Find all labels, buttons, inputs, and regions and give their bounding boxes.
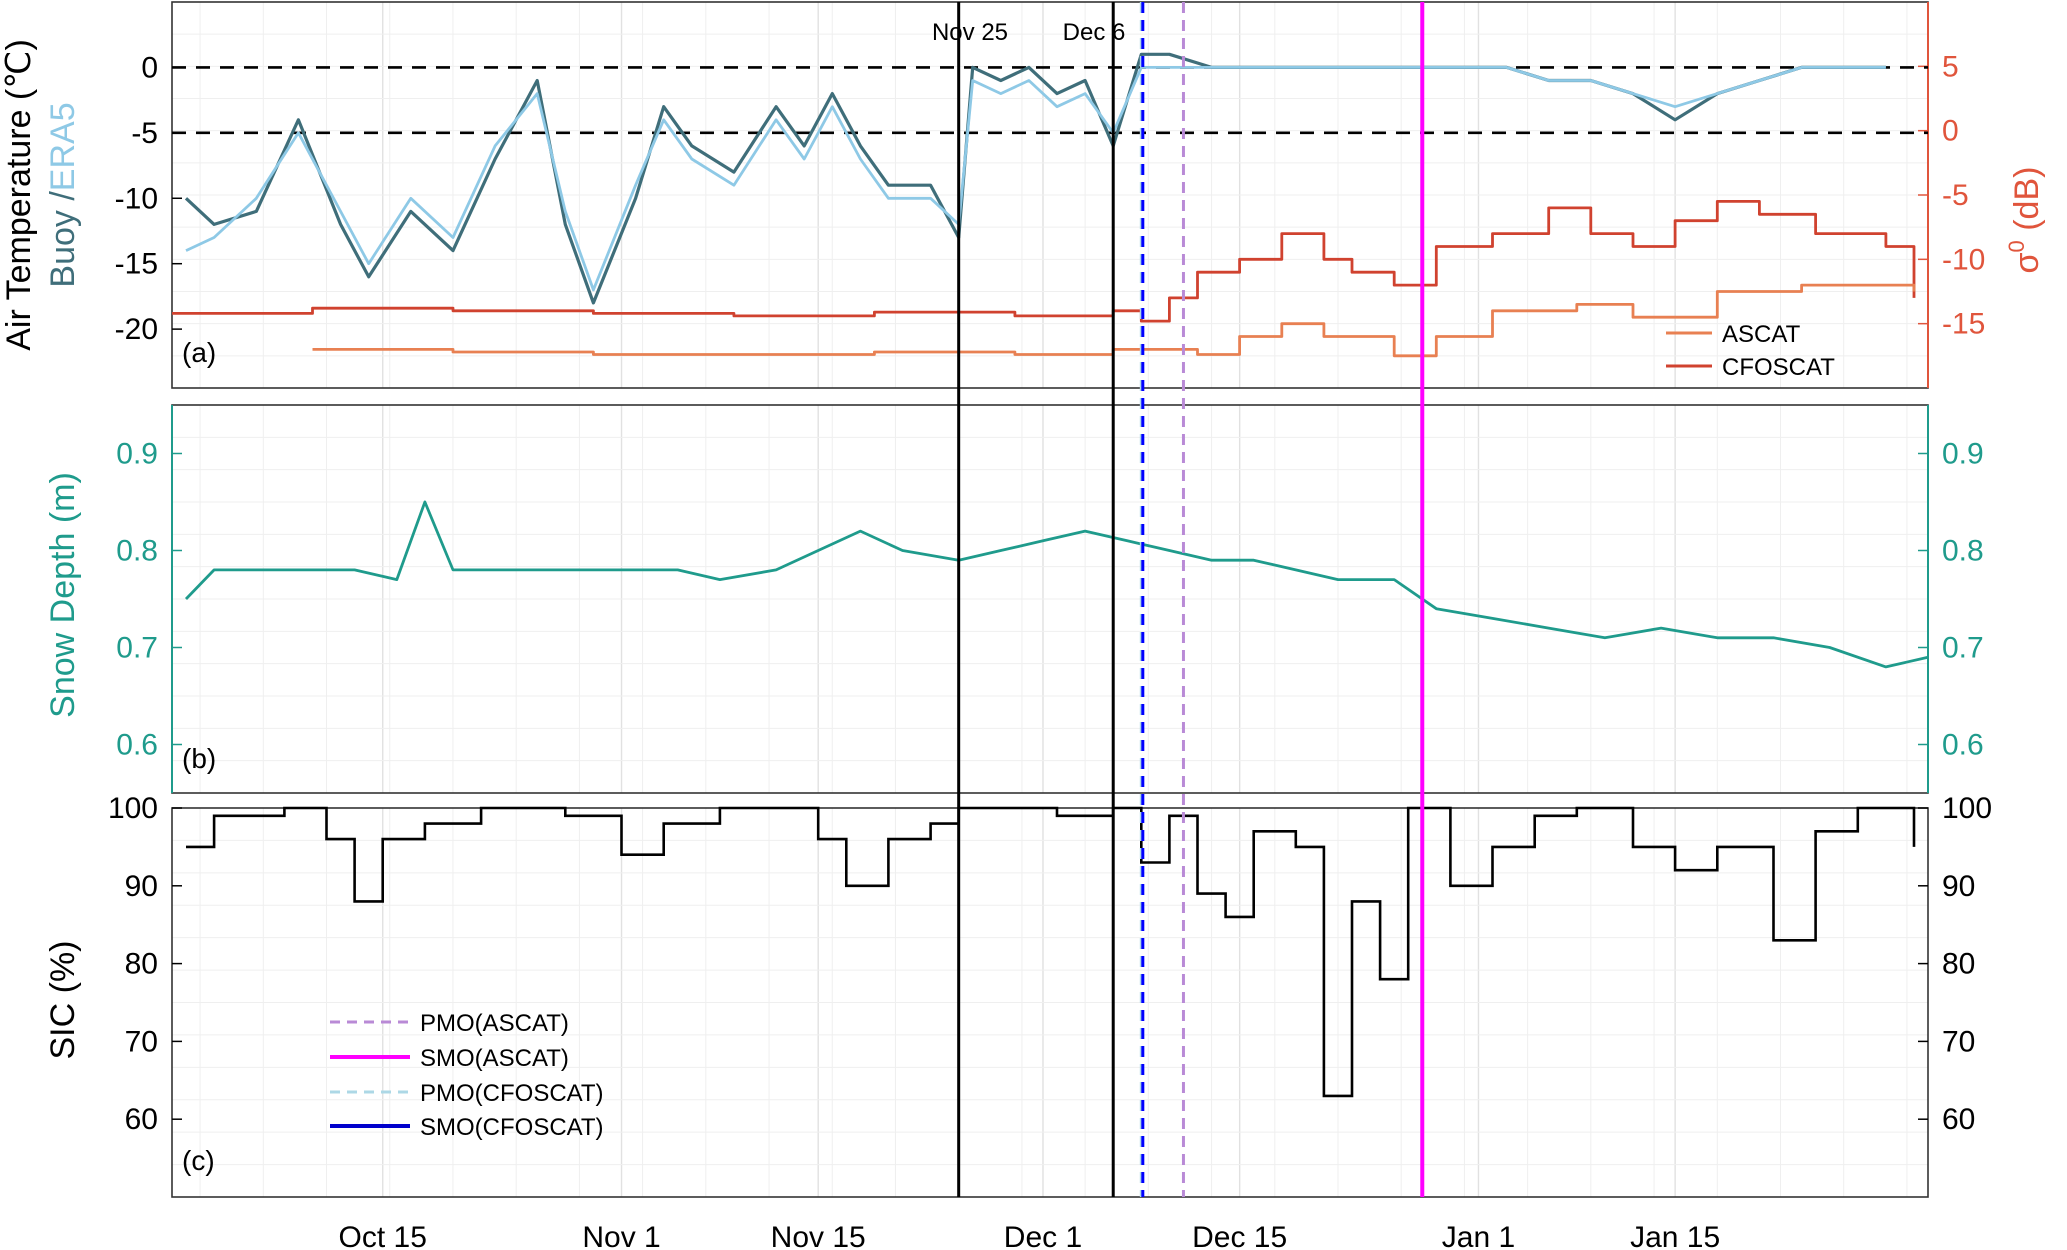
- series-line-snow-depth: [184, 500, 1929, 669]
- y-tick-label: 90: [125, 870, 158, 903]
- data-layer: [172, 52, 1929, 1098]
- y-tick-label: 0.6: [116, 729, 158, 762]
- y-tick-label-right: 0.6: [1942, 729, 1984, 762]
- y-tick-label-right: 100: [1942, 792, 1992, 825]
- x-tick-label: Oct 15: [339, 1221, 427, 1250]
- era5-label: ERA5: [44, 102, 82, 191]
- x-tick-label: Jan 1: [1442, 1221, 1515, 1250]
- y-tick-label-right: 90: [1942, 870, 1975, 903]
- axis-layer: 0 -5 -10 -15 -20 0.9 0.9 0.8 0.8 0.7 0.7 0.6 0.6 100 1…: [108, 1, 1992, 1250]
- y-tick-label: 0.9: [116, 438, 158, 471]
- y-tick-label-right: 0: [1942, 115, 1959, 148]
- panel-c-label: (c): [182, 1145, 215, 1176]
- sigma-unit: (dB): [2008, 167, 2046, 241]
- y-tick-label: 70: [125, 1025, 158, 1058]
- panel-b-label: (b): [182, 743, 216, 774]
- y-tick-label: -15: [115, 248, 158, 281]
- x-tick-label: Jan 15: [1630, 1221, 1720, 1250]
- y-tick-label-right: -15: [1942, 308, 1985, 341]
- legend-pmo-ascat-label: PMO(ASCAT): [420, 1010, 569, 1037]
- slash-label: /: [44, 191, 82, 210]
- y-tick-label: -10: [115, 182, 158, 215]
- buoy-label: Buoy: [44, 210, 82, 288]
- y-tick-label-right: -5: [1942, 179, 1969, 212]
- legend-ascat-label: ASCAT: [1722, 321, 1801, 348]
- panel-a-left-ylabel: Air Temperature (℃): [0, 39, 38, 351]
- y-tick-label-right: 80: [1942, 948, 1975, 981]
- legend-smo-ascat-label: SMO(ASCAT): [420, 1045, 569, 1072]
- x-tick-label: Dec 15: [1192, 1221, 1287, 1250]
- sigma0-label: σ0 (dB): [2004, 167, 2046, 274]
- legend-smo-cfoscat-label: SMO(CFOSCAT): [420, 1114, 604, 1141]
- legend-cfoscat-label: CFOSCAT: [1722, 354, 1835, 381]
- y-tick-label: -5: [131, 117, 158, 150]
- y-tick-label-right: 5: [1942, 50, 1959, 83]
- sigma-symbol: σ: [2008, 252, 2046, 273]
- series-line-sic: [186, 806, 1916, 1098]
- y-tick-label-right: 0.7: [1942, 632, 1984, 665]
- y-tick-label: 0: [141, 51, 158, 84]
- sic-label: SIC (%): [44, 941, 82, 1060]
- y-tick-label: 80: [125, 948, 158, 981]
- snow-depth-label: Snow Depth (m): [44, 472, 82, 718]
- vline-label-dec6: Dec 6: [1063, 19, 1126, 46]
- x-tick-label: Dec 1: [1004, 1221, 1082, 1250]
- y-tick-label: 100: [108, 792, 158, 825]
- y-tick-label-right: 60: [1942, 1103, 1975, 1136]
- series-line-cfoscat: [172, 200, 1916, 323]
- y-tick-label-right: -10: [1942, 243, 1985, 276]
- series-line-era5: [185, 66, 1886, 292]
- panel-a-left-ylabel-2: Buoy /ERA5: [44, 102, 82, 287]
- x-tick-label: Nov 15: [771, 1221, 866, 1250]
- y-tick-label-right: 0.9: [1942, 438, 1984, 471]
- y-tick-label-right: 70: [1942, 1025, 1975, 1058]
- legend-pmo-cfoscat-label: PMO(CFOSCAT): [420, 1080, 604, 1107]
- panel-a-right-ylabel: σ0 (dB): [2004, 167, 2046, 274]
- y-tick-label: 0.8: [116, 535, 158, 568]
- panel-a-legend: ASCAT CFOSCAT: [1666, 321, 1835, 381]
- series-line-ascat: [312, 283, 1916, 358]
- event-layer: [957, 2, 1425, 1197]
- y-tick-label: 60: [125, 1103, 158, 1136]
- air-temperature-label: Air Temperature (℃): [0, 39, 38, 351]
- panel-a-label: (a): [182, 337, 216, 368]
- panel-c-ylabel: SIC (%): [44, 941, 82, 1060]
- x-tick-label: Nov 1: [582, 1221, 660, 1250]
- panel-b-ylabel: Snow Depth (m): [44, 472, 82, 718]
- y-tick-label: -20: [115, 313, 158, 346]
- panel-c-legend: PMO(ASCAT) SMO(ASCAT) PMO(CFOSCAT) SMO(C…: [330, 1010, 604, 1141]
- y-tick-label-right: 0.8: [1942, 535, 1984, 568]
- sigma-superscript: 0: [2004, 240, 2029, 252]
- y-tick-label: 0.7: [116, 632, 158, 665]
- vline-label-nov25: Nov 25: [932, 19, 1008, 46]
- buoy-era5-label: Buoy /ERA5: [44, 102, 82, 287]
